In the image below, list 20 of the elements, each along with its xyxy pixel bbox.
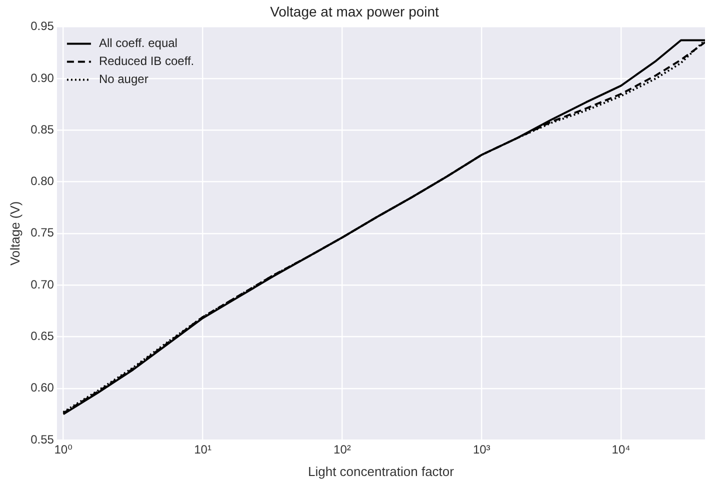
legend-label: Reduced IB coeff.	[98, 54, 194, 68]
legend-label: No auger	[98, 72, 148, 86]
y-tick-label: 0.95	[30, 19, 54, 34]
y-tick-label: 0.70	[30, 277, 54, 292]
x-tick-label: 10³	[472, 442, 490, 457]
y-tick-label: 0.85	[30, 122, 54, 136]
y-axis-title: Voltage (V)	[7, 201, 22, 266]
chart-title: Voltage at max power point	[270, 3, 440, 20]
x-axis-title: Light concentration factor	[308, 464, 455, 479]
x-tick-label: 10⁴	[612, 442, 630, 457]
y-tick-label: 0.60	[30, 380, 54, 395]
legend-label: All coeff. equal	[98, 36, 178, 50]
x-tick-label: 10¹	[194, 442, 212, 457]
y-tick-label: 0.90	[30, 70, 54, 85]
y-tick-label: 0.65	[30, 329, 54, 344]
x-tick-label: 10⁰	[54, 442, 73, 457]
x-tick-label: 10²	[334, 442, 351, 457]
y-tick-label: 0.55	[30, 432, 54, 446]
y-tick-label: 0.80	[30, 174, 54, 188]
y-tick-label: 0.75	[30, 226, 54, 240]
